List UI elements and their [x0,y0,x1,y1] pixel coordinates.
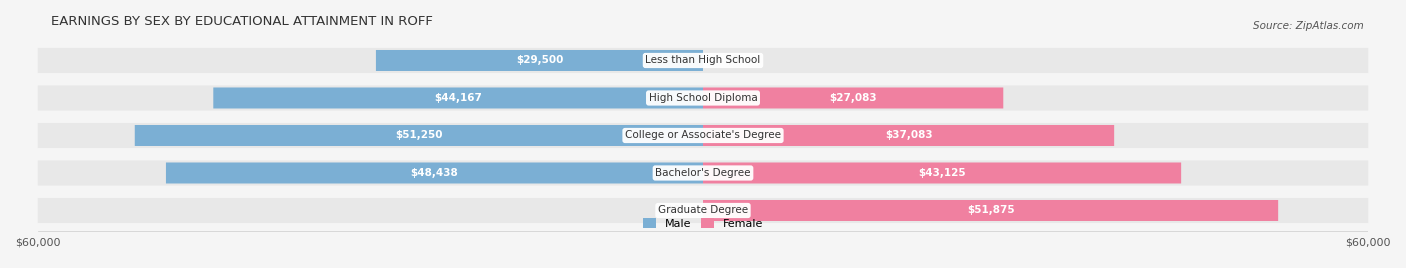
FancyBboxPatch shape [38,161,1368,185]
Text: Source: ZipAtlas.com: Source: ZipAtlas.com [1253,21,1364,31]
Text: $51,250: $51,250 [395,131,443,140]
Text: College or Associate's Degree: College or Associate's Degree [626,131,780,140]
Legend: Male, Female: Male, Female [638,214,768,233]
FancyBboxPatch shape [375,50,703,71]
Text: $43,125: $43,125 [918,168,966,178]
Text: Graduate Degree: Graduate Degree [658,206,748,215]
Text: Bachelor's Degree: Bachelor's Degree [655,168,751,178]
Text: $0: $0 [725,55,740,65]
FancyBboxPatch shape [38,123,1368,148]
Text: $0: $0 [666,206,681,215]
FancyBboxPatch shape [703,87,1004,109]
Text: $44,167: $44,167 [434,93,482,103]
FancyBboxPatch shape [703,125,1114,146]
Text: $51,875: $51,875 [967,206,1014,215]
Text: Less than High School: Less than High School [645,55,761,65]
Text: High School Diploma: High School Diploma [648,93,758,103]
FancyBboxPatch shape [214,87,703,109]
Text: $37,083: $37,083 [884,131,932,140]
Text: $29,500: $29,500 [516,55,564,65]
Text: $48,438: $48,438 [411,168,458,178]
FancyBboxPatch shape [38,85,1368,110]
FancyBboxPatch shape [166,162,703,184]
Text: $27,083: $27,083 [830,93,877,103]
FancyBboxPatch shape [703,162,1181,184]
FancyBboxPatch shape [135,125,703,146]
Text: EARNINGS BY SEX BY EDUCATIONAL ATTAINMENT IN ROFF: EARNINGS BY SEX BY EDUCATIONAL ATTAINMEN… [51,15,433,28]
FancyBboxPatch shape [38,48,1368,73]
FancyBboxPatch shape [703,200,1278,221]
FancyBboxPatch shape [38,198,1368,223]
